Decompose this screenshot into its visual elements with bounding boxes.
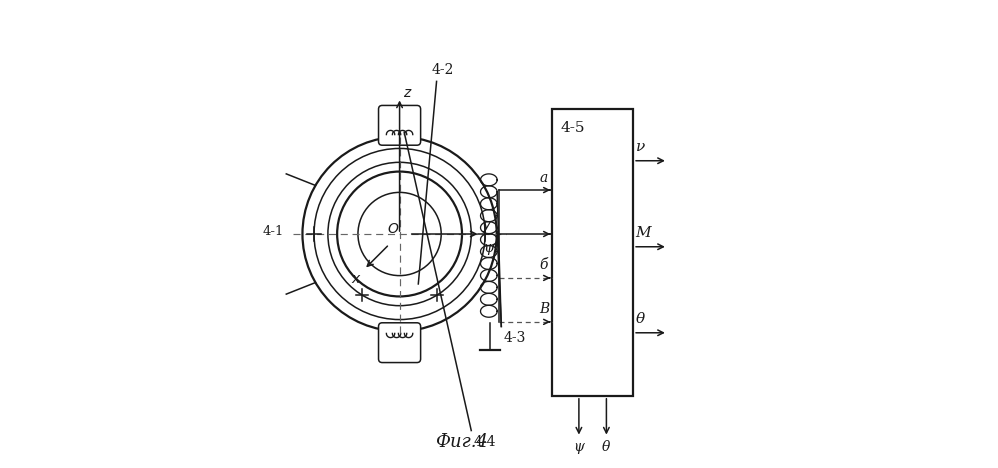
Text: ν: ν [636, 140, 645, 154]
Text: O: O [387, 222, 398, 236]
Text: 4-2: 4-2 [432, 63, 454, 77]
Text: x: x [351, 272, 359, 286]
Text: а: а [540, 170, 548, 184]
Text: θ: θ [602, 440, 611, 454]
Text: 4-3: 4-3 [504, 331, 526, 345]
Text: ψ: ψ [483, 241, 494, 256]
Text: 4-4: 4-4 [474, 435, 496, 449]
Text: 4-5: 4-5 [561, 121, 585, 135]
Text: 4-1: 4-1 [262, 225, 284, 238]
Text: z: z [403, 86, 410, 100]
Text: M: M [636, 227, 651, 240]
Text: y: y [483, 218, 491, 232]
Text: θ: θ [636, 312, 645, 326]
Text: В: В [539, 302, 549, 316]
Text: б: б [540, 258, 548, 272]
FancyBboxPatch shape [378, 323, 420, 363]
Bar [552, 109, 633, 396]
Text: Фиг.4: Фиг.4 [435, 433, 488, 451]
FancyBboxPatch shape [378, 105, 420, 145]
Text: ψ: ψ [574, 440, 584, 454]
